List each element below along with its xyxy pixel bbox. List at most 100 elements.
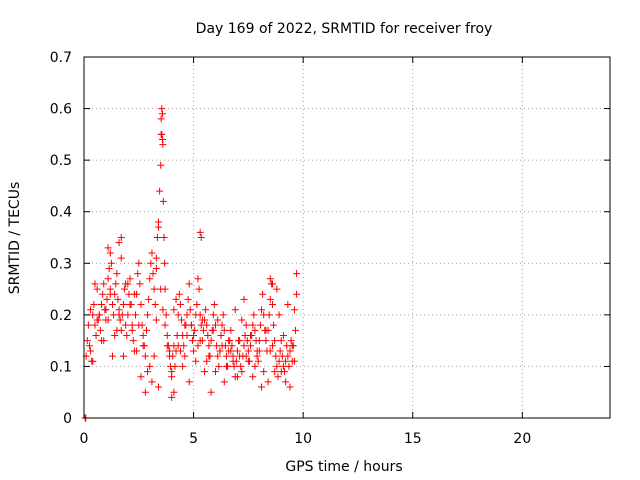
data-point: [249, 373, 257, 381]
data-point: [203, 357, 211, 365]
data-point: [230, 362, 238, 370]
x-tick-label: 20: [513, 431, 531, 447]
data-point: [256, 321, 264, 329]
data-point: [274, 373, 282, 381]
data-point: [273, 285, 281, 293]
data-point: [209, 311, 217, 319]
data-point: [190, 347, 198, 355]
data-point: [217, 331, 225, 339]
data-point: [253, 352, 261, 360]
data-point: [268, 301, 276, 309]
data-point: [251, 326, 259, 334]
data-point: [219, 311, 227, 319]
data-point: [137, 373, 145, 381]
data-point: [202, 306, 210, 314]
data-point: [155, 223, 163, 231]
data-point: [119, 301, 127, 309]
data-point: [146, 362, 154, 370]
data-point: [157, 115, 165, 123]
data-point: [187, 321, 195, 329]
data-point: [158, 130, 166, 138]
data-point: [291, 326, 299, 334]
y-tick-label: 0.7: [50, 50, 72, 66]
data-point: [237, 362, 245, 370]
data-point: [116, 316, 124, 324]
data-point: [290, 357, 298, 365]
data-point: [207, 388, 215, 396]
data-point: [242, 321, 250, 329]
data-point: [93, 285, 101, 293]
x-tick-label: 10: [294, 431, 312, 447]
data-point: [188, 337, 196, 345]
data-points: [81, 105, 301, 422]
data-point: [104, 244, 112, 252]
data-point: [236, 337, 244, 345]
data-point: [165, 347, 173, 355]
data-point: [185, 280, 193, 288]
data-point: [102, 306, 110, 314]
data-point: [106, 249, 114, 257]
data-point: [218, 342, 226, 350]
data-point: [220, 378, 228, 386]
data-point: [104, 275, 112, 283]
data-point: [215, 362, 223, 370]
data-point: [192, 357, 200, 365]
data-point: [272, 352, 280, 360]
data-point: [159, 197, 167, 205]
data-point: [113, 270, 121, 278]
data-point: [119, 352, 127, 360]
data-point: [282, 378, 290, 386]
data-point: [135, 321, 143, 329]
data-point: [233, 373, 241, 381]
data-point: [150, 285, 158, 293]
data-point: [282, 357, 290, 365]
data-point: [98, 337, 106, 345]
data-point: [231, 306, 239, 314]
data-point: [284, 352, 292, 360]
data-point: [240, 295, 248, 303]
data-point: [158, 105, 166, 113]
data-point: [201, 368, 209, 376]
data-point: [229, 357, 237, 365]
data-point: [169, 352, 177, 360]
data-point: [105, 264, 113, 272]
data-point: [210, 301, 218, 309]
data-point: [186, 306, 194, 314]
data-point: [153, 234, 161, 241]
data-point: [155, 383, 163, 391]
data-point: [266, 347, 274, 355]
data-point: [191, 326, 199, 334]
data-point: [162, 311, 170, 319]
grid: [84, 57, 610, 418]
y-tick-label: 0.5: [50, 153, 72, 169]
data-point: [218, 321, 226, 329]
data-point: [255, 337, 263, 345]
data-point: [268, 280, 276, 288]
data-point: [124, 311, 132, 319]
data-point: [117, 234, 125, 241]
data-point: [170, 388, 178, 396]
data-point: [268, 342, 276, 350]
data-point: [212, 368, 219, 376]
data-point: [264, 378, 272, 386]
data-point: [150, 352, 158, 360]
data-point: [161, 321, 169, 329]
data-point: [185, 378, 193, 386]
data-point: [184, 295, 192, 303]
data-point: [89, 357, 97, 365]
data-point: [90, 301, 98, 309]
y-tick-label: 0.4: [50, 205, 72, 221]
data-point: [144, 311, 152, 319]
data-point: [249, 321, 257, 329]
data-point: [106, 290, 114, 298]
data-point: [290, 306, 298, 314]
data-point: [135, 259, 143, 267]
data-point: [96, 326, 104, 334]
data-point: [222, 362, 230, 370]
data-point: [137, 301, 145, 309]
data-point: [95, 311, 103, 319]
data-point: [227, 326, 235, 334]
y-axis-label: SRMTID / TECUs: [7, 182, 23, 295]
data-point: [178, 316, 186, 324]
data-point: [225, 337, 233, 345]
